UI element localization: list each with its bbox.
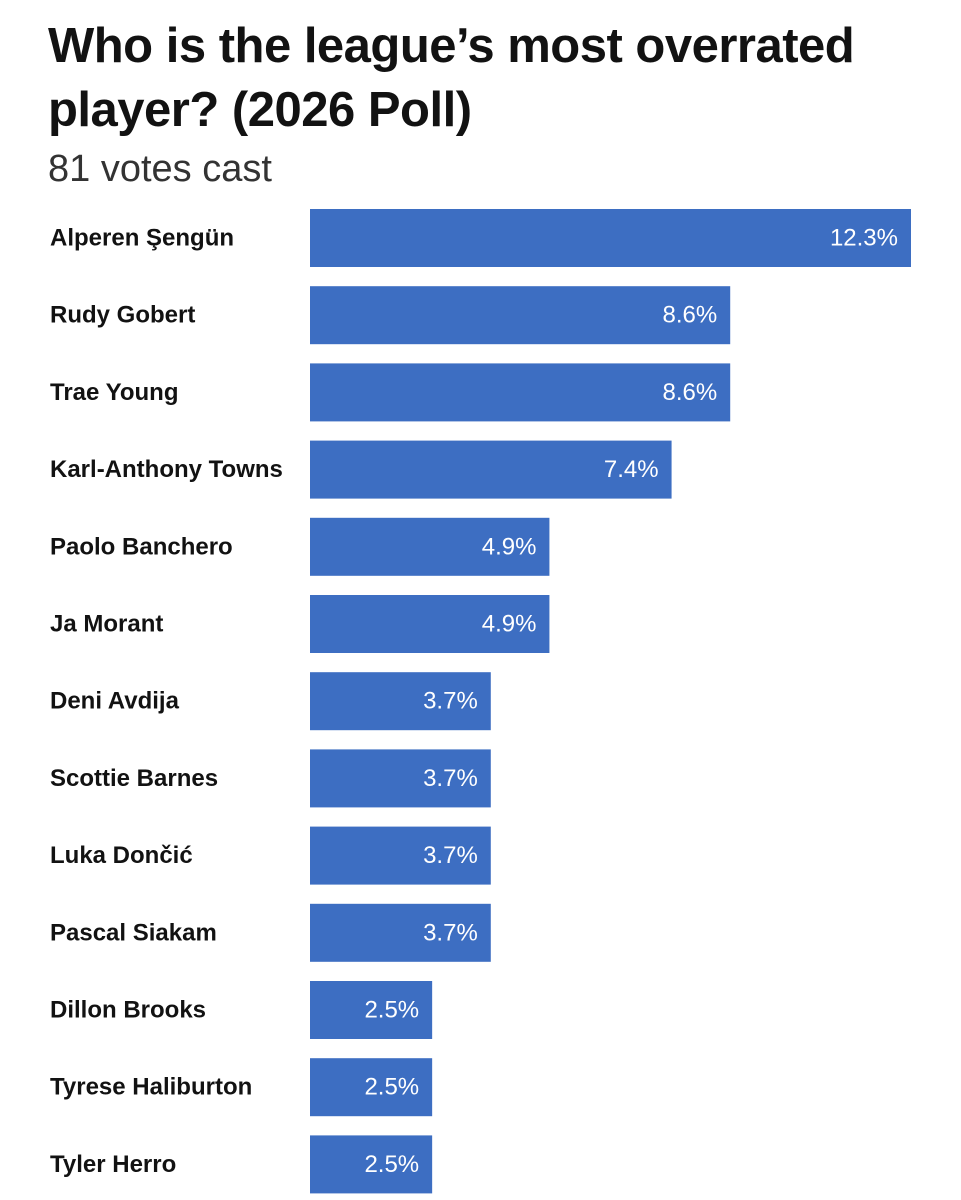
bar-row: Karl-Anthony Towns 7.4% bbox=[50, 440, 672, 499]
bar-row: Scottie Barnes 3.7% bbox=[50, 749, 491, 808]
bar-row: Tyrese Haliburton 2.5% bbox=[50, 1058, 433, 1117]
bar-row: Dillon Brooks 2.5% bbox=[50, 981, 433, 1039]
chart-title: Who is the league’s most overrated playe… bbox=[48, 19, 855, 137]
bar bbox=[310, 1058, 433, 1117]
value-label: 4.9% bbox=[482, 533, 537, 560]
value-label: 8.6% bbox=[663, 302, 718, 329]
value-label: 3.7% bbox=[423, 765, 478, 792]
bar bbox=[310, 595, 550, 653]
value-label: 3.7% bbox=[423, 919, 478, 946]
bar-row: Tyler Herro 2.5% bbox=[50, 1135, 433, 1194]
category-label: Paolo Banchero bbox=[50, 533, 233, 560]
value-label: 12.3% bbox=[830, 225, 898, 252]
value-label: 3.7% bbox=[423, 842, 478, 869]
bar bbox=[310, 1135, 433, 1194]
value-label: 7.4% bbox=[604, 456, 659, 483]
bar bbox=[310, 286, 731, 345]
bar-row: Pascal Siakam 3.7% bbox=[50, 903, 491, 962]
bar-row: Luka Dončić 3.7% bbox=[50, 826, 491, 885]
category-label: Tyler Herro bbox=[50, 1151, 176, 1178]
bar bbox=[310, 209, 911, 267]
value-label: 4.9% bbox=[482, 611, 537, 638]
category-label: Tyrese Haliburton bbox=[50, 1074, 252, 1101]
category-label: Luka Dončić bbox=[50, 842, 193, 869]
bar bbox=[310, 981, 433, 1039]
category-label: Karl-Anthony Towns bbox=[50, 456, 283, 483]
bar bbox=[310, 672, 491, 731]
category-label: Rudy Gobert bbox=[50, 302, 195, 329]
value-label: 2.5% bbox=[364, 1074, 419, 1101]
bar bbox=[310, 903, 491, 962]
bar-row: Ja Morant 4.9% bbox=[50, 595, 550, 653]
category-label: Ja Morant bbox=[50, 611, 163, 638]
bar bbox=[310, 517, 550, 576]
category-label: Dillon Brooks bbox=[50, 997, 206, 1024]
bar-row: Alperen Şengün 12.3% bbox=[50, 209, 911, 267]
category-label: Alperen Şengün bbox=[50, 225, 234, 252]
bar bbox=[310, 826, 491, 885]
bar-row: Trae Young 8.6% bbox=[50, 363, 731, 422]
category-label: Trae Young bbox=[50, 379, 178, 406]
bar-row: Paolo Banchero 4.9% bbox=[50, 517, 550, 576]
value-label: 8.6% bbox=[663, 379, 718, 406]
value-label: 2.5% bbox=[364, 1151, 419, 1178]
category-label: Scottie Barnes bbox=[50, 765, 218, 792]
bar bbox=[310, 363, 731, 422]
bar-row: Rudy Gobert 8.6% bbox=[50, 286, 731, 345]
chart-subtitle: 81 votes cast bbox=[48, 148, 272, 190]
bar-row: Deni Avdija 3.7% bbox=[50, 672, 491, 731]
category-label: Pascal Siakam bbox=[50, 919, 217, 946]
value-label: 3.7% bbox=[423, 688, 478, 715]
value-label: 2.5% bbox=[364, 997, 419, 1024]
category-label: Deni Avdija bbox=[50, 688, 180, 715]
bar bbox=[310, 440, 672, 499]
bar bbox=[310, 749, 491, 808]
